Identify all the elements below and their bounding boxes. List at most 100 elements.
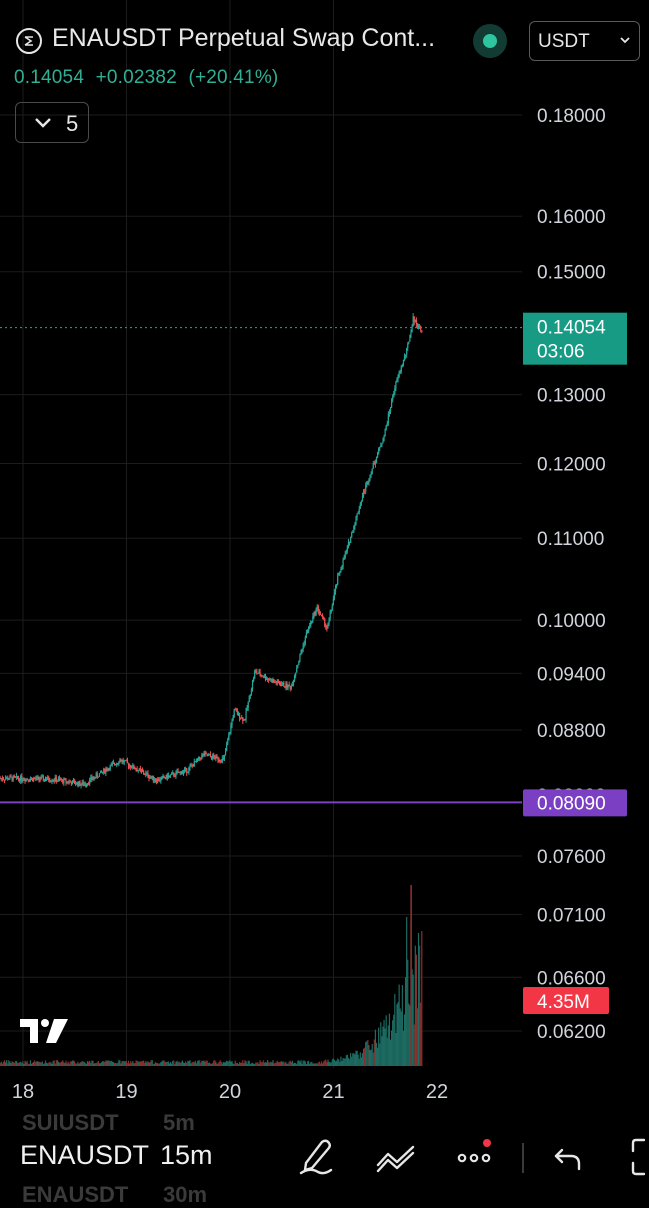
volume-bar xyxy=(132,1060,134,1066)
volume-bar xyxy=(82,1061,84,1066)
candle-body xyxy=(75,783,77,785)
volume-bar xyxy=(321,1063,324,1066)
volume-bar xyxy=(64,1063,66,1066)
candle-body xyxy=(319,613,322,615)
candle-body xyxy=(56,780,58,782)
candle-body xyxy=(171,773,173,775)
last-price-label: 0.14054 xyxy=(537,318,606,339)
candle-body xyxy=(306,632,309,634)
volume-bar xyxy=(221,1063,223,1066)
volume-bar xyxy=(279,1061,282,1066)
candle-body xyxy=(399,371,401,373)
y-tick-label: 0.11000 xyxy=(537,529,604,550)
market-status-icon[interactable] xyxy=(473,24,507,58)
toolbar-separator xyxy=(522,1143,524,1173)
volume-bar xyxy=(47,1063,49,1066)
volume-bar xyxy=(238,1061,241,1066)
symbol-logo-icon[interactable] xyxy=(16,28,42,54)
volume-bar xyxy=(160,1062,162,1066)
candle-body xyxy=(224,751,227,755)
volume-bar xyxy=(85,1063,88,1066)
volume-bar xyxy=(172,1060,174,1066)
timeframe-button[interactable]: 15m xyxy=(160,1140,213,1170)
candle-body xyxy=(7,777,9,780)
candle-body xyxy=(340,569,342,572)
volume-bar xyxy=(232,1063,234,1066)
symbol-title[interactable]: ENAUSDT Perpetual Swap Cont... xyxy=(52,24,436,52)
volume-bar xyxy=(191,1062,193,1066)
volume-bar xyxy=(177,1062,179,1066)
volume-bar xyxy=(186,1063,188,1066)
price-chart[interactable]: 0.18000 0.16000 0.15000 0.13000 0.12000 0.110… xyxy=(0,0,649,1110)
candle-body xyxy=(268,678,270,680)
volume-bar xyxy=(24,1060,26,1066)
volume-bar xyxy=(275,1062,277,1066)
symbol-button[interactable]: ENAUSDT xyxy=(20,1140,150,1170)
volume-bar xyxy=(97,1061,99,1066)
volume-bar xyxy=(89,1060,91,1066)
candle-body xyxy=(92,778,94,780)
currency-select[interactable]: USDT xyxy=(529,21,640,61)
y-tick-label: 0.07600 xyxy=(537,847,606,868)
volume-bar xyxy=(331,1059,333,1066)
chevron-down-icon xyxy=(620,37,630,44)
candle-body xyxy=(44,778,47,781)
candle-body xyxy=(244,719,246,721)
indicators-icon[interactable] xyxy=(375,1143,417,1173)
candle-body xyxy=(12,775,14,781)
volume-bar xyxy=(289,1060,291,1066)
volume-bar xyxy=(189,1060,191,1066)
more-options-icon[interactable] xyxy=(455,1136,497,1170)
volume-bar xyxy=(113,1062,116,1066)
candle-body xyxy=(33,778,35,781)
volume-bar xyxy=(29,1060,32,1066)
volume-bar xyxy=(3,1060,6,1066)
volume-bar xyxy=(406,916,408,1066)
candle-body xyxy=(403,355,406,360)
drawing-pen-icon[interactable] xyxy=(298,1136,334,1176)
volume-bar xyxy=(256,1062,258,1066)
volume-bar xyxy=(179,1063,181,1066)
fullscreen-icon[interactable] xyxy=(630,1138,649,1176)
candle-body xyxy=(390,399,393,408)
volume-bar xyxy=(98,1063,101,1066)
candle-body xyxy=(102,771,104,773)
candle-body xyxy=(242,717,244,721)
volume-bar xyxy=(326,1062,328,1066)
candle-body xyxy=(315,608,317,615)
indicators-toggle-button[interactable]: 5 xyxy=(15,102,89,143)
x-tick-label: 21 xyxy=(322,1081,344,1103)
volume-bar xyxy=(199,1060,201,1066)
candle-body xyxy=(185,768,187,770)
candle-body xyxy=(49,780,51,782)
candle-body xyxy=(272,680,274,683)
candle-body xyxy=(226,744,228,752)
volume-bar xyxy=(148,1062,150,1066)
volume-bar xyxy=(76,1063,78,1066)
volume-bar xyxy=(44,1060,47,1066)
volume-bar xyxy=(362,1048,365,1066)
x-tick-label: 20 xyxy=(219,1081,241,1103)
candle-body xyxy=(392,396,394,400)
candle-body xyxy=(15,775,18,778)
volume-bar xyxy=(37,1061,39,1066)
volume-bar xyxy=(190,1063,192,1066)
candle-body xyxy=(38,776,40,780)
candle-body xyxy=(90,777,92,780)
candle-body xyxy=(203,753,205,756)
volume-bar xyxy=(22,1061,24,1066)
candle-body xyxy=(380,445,382,447)
volume-bar xyxy=(370,1049,372,1066)
candle-body xyxy=(179,771,181,773)
chart-overlays: 0.14054 03:06 0.08090 4.35M xyxy=(0,312,627,1043)
candle-body xyxy=(394,388,396,394)
volume-bar xyxy=(83,1062,85,1066)
volume-bar xyxy=(323,1061,325,1066)
candle-body xyxy=(247,701,249,708)
undo-icon[interactable] xyxy=(553,1143,583,1173)
candle-body xyxy=(175,771,177,777)
volume-bar xyxy=(261,1062,263,1066)
volume-bar xyxy=(373,1039,375,1066)
volume-bar xyxy=(90,1063,92,1066)
volume-bar xyxy=(61,1061,63,1066)
